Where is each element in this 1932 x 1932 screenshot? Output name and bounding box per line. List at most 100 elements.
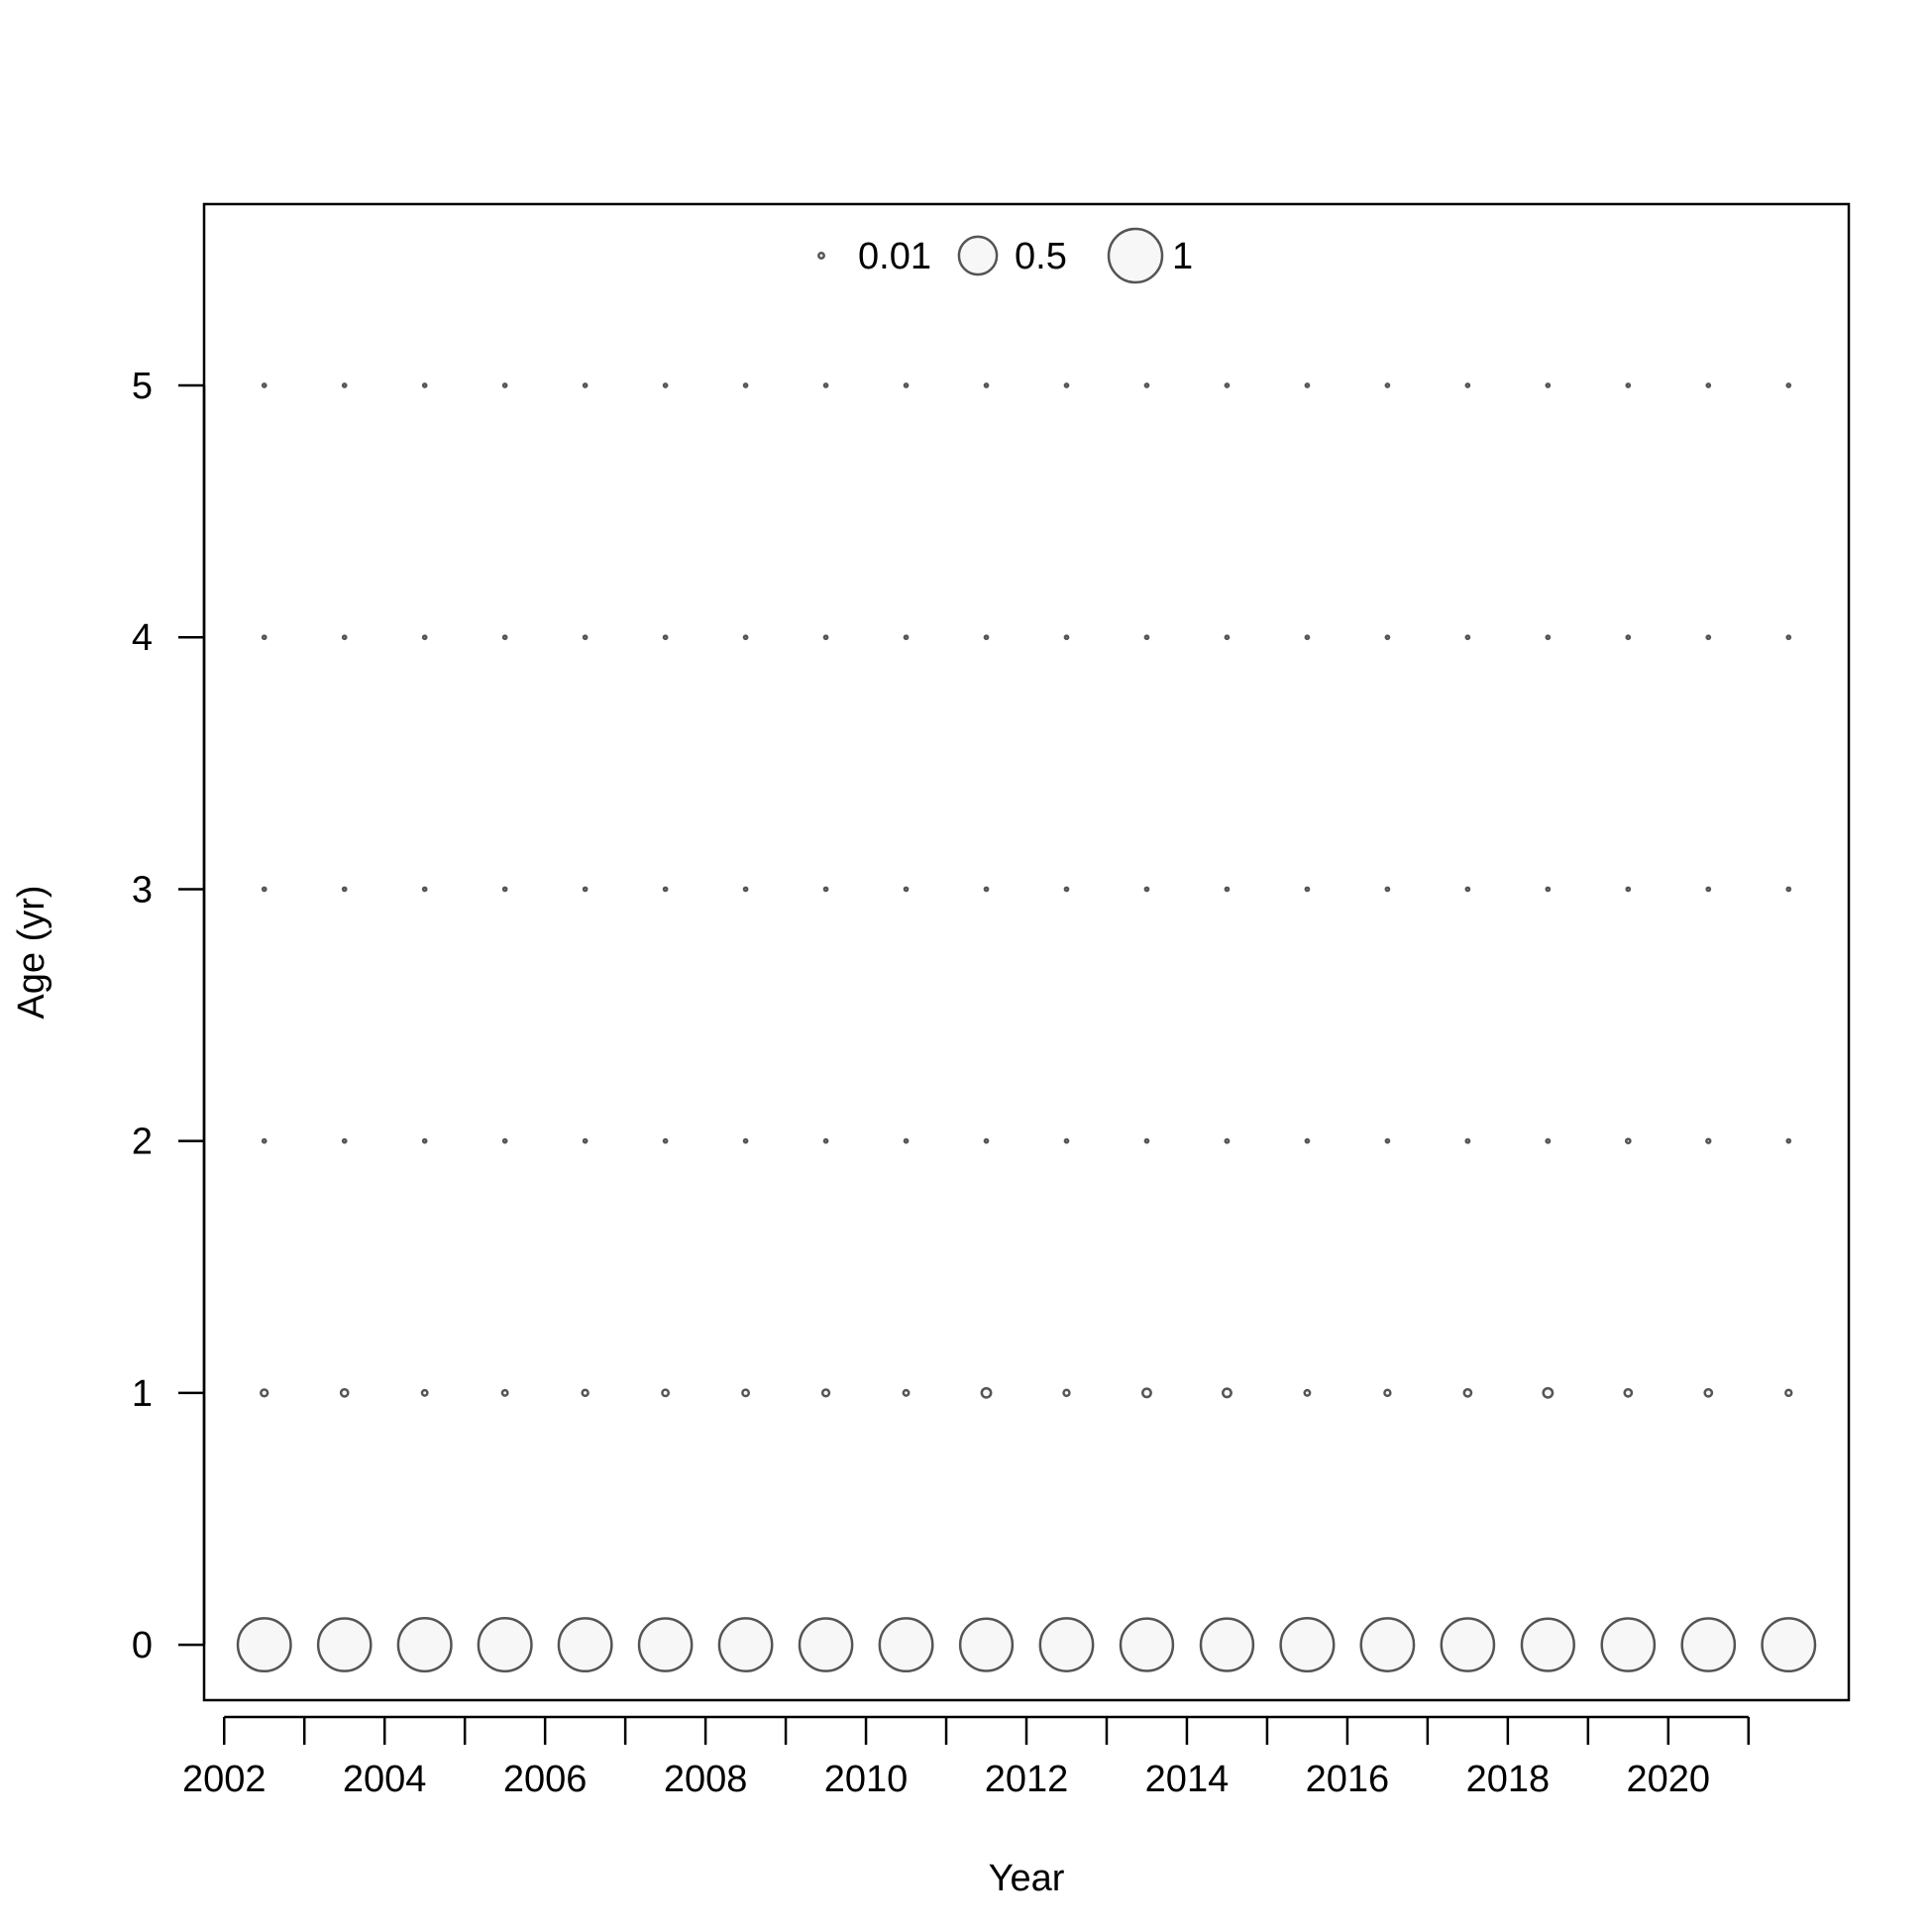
bubble-point bbox=[1542, 1386, 1555, 1399]
bubble-point bbox=[1625, 886, 1632, 893]
bubble-point bbox=[501, 634, 508, 641]
bubble-point bbox=[1304, 382, 1311, 388]
bubble-point bbox=[1304, 886, 1311, 893]
bubble-point bbox=[1141, 1387, 1152, 1399]
y-tick-label: 5 bbox=[132, 366, 153, 407]
bubble-point bbox=[742, 886, 749, 893]
bubble-point bbox=[717, 1617, 774, 1672]
bubble-point bbox=[822, 634, 829, 641]
bubble-point bbox=[1224, 886, 1231, 893]
bubble-point bbox=[662, 886, 669, 893]
bubble-point bbox=[1224, 634, 1231, 641]
bubble-point bbox=[1545, 382, 1552, 388]
bubble-point bbox=[582, 886, 589, 893]
bubble-point bbox=[903, 1137, 910, 1144]
bubble-point bbox=[1359, 1617, 1416, 1672]
bubble-point bbox=[1785, 886, 1792, 893]
bubble-point bbox=[477, 1617, 533, 1673]
bubble-point bbox=[1384, 382, 1391, 388]
bubble-point bbox=[1464, 886, 1471, 893]
bubble-point bbox=[1199, 1617, 1255, 1672]
bubble-point bbox=[1545, 1137, 1552, 1144]
x-tick-label: 2008 bbox=[664, 1759, 748, 1800]
y-tick-label: 2 bbox=[132, 1122, 153, 1163]
bubble-point bbox=[742, 382, 749, 388]
y-tick-label: 1 bbox=[132, 1373, 153, 1415]
bubble-point bbox=[822, 382, 829, 388]
bubble-point bbox=[661, 1388, 671, 1398]
bubble-point bbox=[1462, 1387, 1473, 1398]
bubble-point bbox=[822, 1137, 829, 1144]
bubble-point bbox=[983, 1137, 990, 1144]
bubble-point bbox=[261, 634, 268, 641]
bubble-point bbox=[1063, 886, 1070, 893]
bubble-point bbox=[637, 1617, 694, 1672]
x-tick-label: 2018 bbox=[1466, 1759, 1551, 1800]
x-tick-label: 2002 bbox=[182, 1759, 267, 1800]
legend: 0.01 0.5 1 bbox=[817, 227, 1193, 284]
bubble-point bbox=[983, 886, 990, 893]
bubble-point bbox=[1705, 886, 1712, 893]
bubble-point bbox=[500, 1388, 509, 1397]
bubble-point bbox=[1384, 1137, 1391, 1144]
bubble-point bbox=[1224, 382, 1231, 388]
bubble-point bbox=[1464, 1137, 1471, 1144]
bubble-point bbox=[903, 886, 910, 893]
bubble-point bbox=[261, 382, 268, 388]
bubble-point bbox=[1440, 1617, 1496, 1672]
legend-label: 0.01 bbox=[858, 236, 931, 277]
bubble-point bbox=[1464, 382, 1471, 388]
bubble-point bbox=[396, 1617, 453, 1673]
bubble-point bbox=[820, 1388, 831, 1398]
y-axis: 0 1 2 3 4 5 bbox=[132, 366, 206, 1666]
bubble-point bbox=[1624, 1137, 1632, 1144]
bubble-point bbox=[236, 1617, 292, 1673]
bubble-point bbox=[420, 1388, 429, 1397]
y-tick-label: 4 bbox=[132, 617, 153, 659]
bubble-point bbox=[1119, 1617, 1175, 1672]
bubble-point bbox=[742, 1137, 749, 1144]
legend-label: 1 bbox=[1172, 236, 1193, 277]
legend-bubble bbox=[957, 235, 999, 276]
bubble-point bbox=[1600, 1617, 1657, 1672]
bubble-point bbox=[260, 1388, 269, 1398]
x-axis-title: Year bbox=[989, 1858, 1065, 1899]
bubble-point bbox=[903, 634, 910, 641]
bubble-point bbox=[421, 634, 428, 641]
bubble-point bbox=[501, 886, 508, 893]
bubble-point bbox=[1384, 886, 1391, 893]
bubble-point bbox=[1063, 1137, 1070, 1144]
bubble-point bbox=[1784, 1388, 1793, 1398]
bubble-point bbox=[341, 634, 348, 641]
x-tick-label: 2006 bbox=[503, 1759, 588, 1800]
y-tick-label: 0 bbox=[132, 1625, 153, 1666]
bubble-point bbox=[1279, 1617, 1336, 1673]
bubble-point bbox=[1143, 382, 1150, 388]
bubble-point bbox=[1785, 1137, 1792, 1144]
bubble-point bbox=[581, 1388, 590, 1398]
bubble-point bbox=[582, 382, 589, 388]
legend-bubble bbox=[1107, 227, 1164, 284]
x-axis: 2002 2004 2006 2008 2010 2012 2014 2016 2018 2020 bbox=[182, 1715, 1751, 1800]
x-tick-label: 2020 bbox=[1627, 1759, 1711, 1800]
bubble-point bbox=[1705, 634, 1712, 641]
bubble-point bbox=[1304, 634, 1311, 641]
bubble-point bbox=[1705, 1137, 1712, 1144]
bubble-point bbox=[798, 1617, 854, 1672]
bubble-point bbox=[1623, 1387, 1634, 1398]
bubble-point bbox=[741, 1388, 751, 1398]
x-tick-label: 2014 bbox=[1145, 1759, 1230, 1800]
bubble-point bbox=[421, 382, 428, 388]
bubble-point bbox=[339, 1387, 350, 1398]
bubble-point bbox=[1545, 634, 1552, 641]
bubble-point bbox=[1785, 382, 1792, 388]
bubble-point bbox=[980, 1386, 993, 1399]
bubble-point bbox=[1464, 634, 1471, 641]
bubble-point bbox=[742, 634, 749, 641]
bubble-layer bbox=[236, 382, 1817, 1673]
bubble-point bbox=[1063, 382, 1070, 388]
bubble-point bbox=[662, 1137, 669, 1144]
bubble-point bbox=[878, 1617, 934, 1673]
bubble-point bbox=[1143, 634, 1150, 641]
